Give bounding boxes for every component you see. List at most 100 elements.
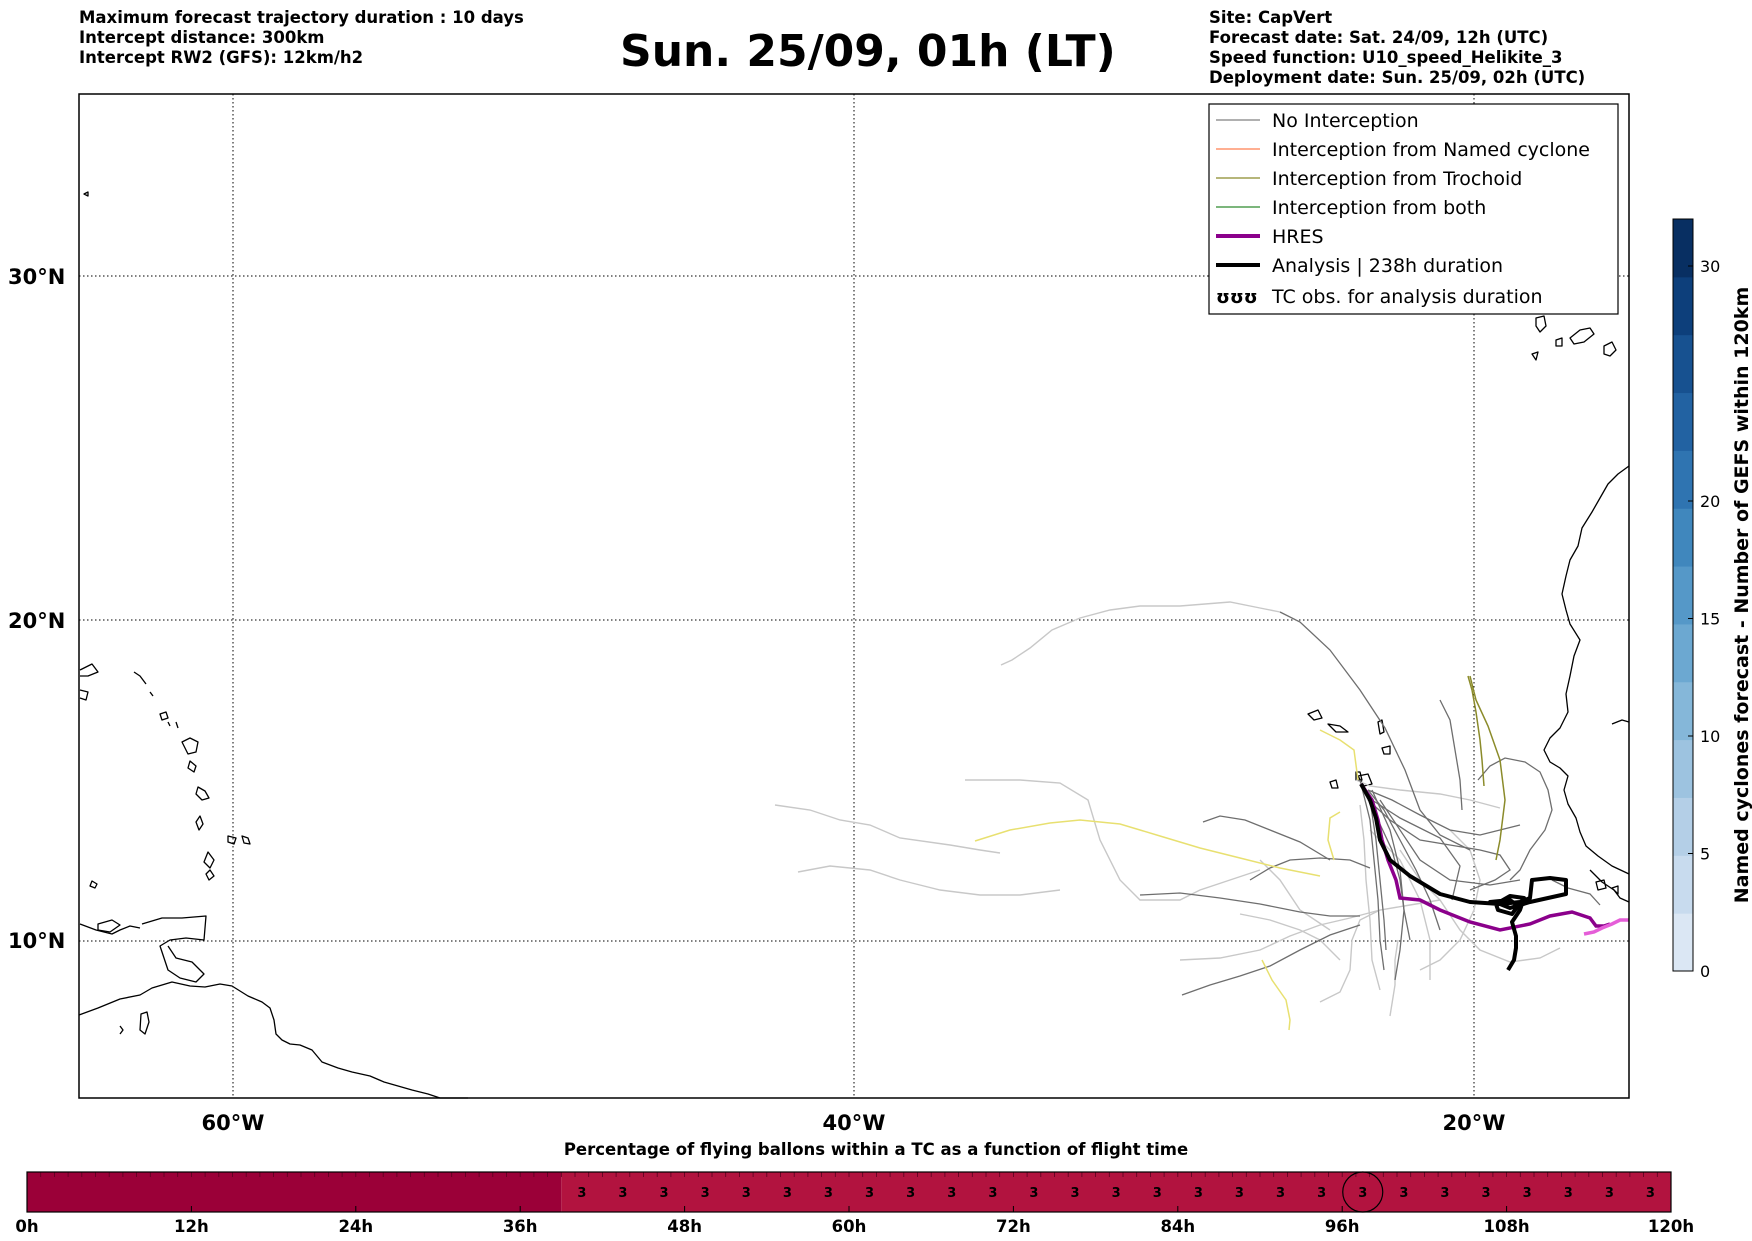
trajectory	[1379, 799, 1521, 886]
legend-label-no-interception: No Interception	[1272, 110, 1419, 132]
speed-function-text: Speed function: U10_speed_Helikite_3	[1209, 48, 1563, 67]
small-island	[175, 721, 179, 729]
canary-island	[1569, 327, 1595, 345]
small-island	[89, 880, 98, 889]
cape-verde-island	[1381, 745, 1391, 755]
timeline-cell-value: 3	[906, 1186, 915, 1201]
legend-label-analysis: Analysis | 238h duration	[1272, 255, 1503, 277]
legend-label-named-cyclone: Interception from Named cyclone	[1272, 139, 1590, 161]
map-panel: 30°N 20°N 10°N 60°W 40°W 20°W No Interce…	[8, 93, 1630, 1135]
lon-label-20w: 20°W	[1443, 1111, 1506, 1135]
colorbar-segment	[1673, 276, 1693, 336]
timeline-cell-value: 3	[1317, 1186, 1326, 1201]
small-island	[79, 689, 89, 701]
trajectory	[1319, 909, 1381, 1003]
tc-percentage-timeline: Percentage of flying ballons within a TC…	[15, 1140, 1694, 1236]
trajectory	[1367, 789, 1521, 836]
legend-box	[1208, 103, 1619, 315]
timeline-tick-label: 12h	[174, 1217, 209, 1236]
trajectory	[1551, 879, 1601, 906]
cape-verde-island	[1327, 723, 1349, 733]
trajectory	[1469, 675, 1506, 861]
hres-trajectory-tail	[1583, 918, 1629, 936]
colorbar-segment	[1673, 450, 1693, 509]
lat-label-10n: 10°N	[8, 929, 65, 953]
site-text: Site: CapVert	[1209, 8, 1333, 27]
lon-label-60w: 60°W	[202, 1111, 265, 1135]
colorbar-tick-label: 15	[1700, 610, 1720, 629]
timeline-cell-value: 3	[1399, 1186, 1408, 1201]
trajectory	[974, 819, 1321, 877]
colorbar-segment	[1673, 797, 1693, 856]
colorbar-segment	[1673, 681, 1693, 741]
colorbar-segment	[1673, 392, 1693, 451]
trochoid-trajectories	[1467, 675, 1506, 861]
trajectory	[1319, 729, 1359, 781]
colorbar-ticks: 0 5 10 15 20 30	[1688, 257, 1720, 981]
timeline-cell-value: 3	[1071, 1186, 1080, 1201]
small-island	[181, 737, 199, 755]
trajectory	[797, 865, 1061, 896]
small-island	[205, 869, 215, 881]
analysis-trajectory	[1359, 783, 1568, 972]
small-island	[195, 786, 210, 801]
deployment-date-text: Deployment date: Sun. 25/09, 02h (UTC)	[1209, 68, 1586, 87]
timeline-tick-label: 84h	[1160, 1217, 1195, 1236]
timeline-cell-value: 3	[1276, 1186, 1285, 1201]
canary-island	[1535, 315, 1547, 333]
timeline-title: Percentage of flying ballons within a TC…	[564, 1140, 1188, 1159]
bissagos-island	[1611, 885, 1619, 895]
timeline-cell-value: 3	[618, 1186, 627, 1201]
trajectory	[1259, 859, 1331, 931]
timeline-cell-value: 3	[1605, 1186, 1614, 1201]
colorbar-frame	[1672, 218, 1694, 972]
small-island	[119, 1025, 124, 1035]
trajectory	[1249, 857, 1371, 881]
timeline-tick-label: 24h	[338, 1217, 373, 1236]
small-island	[203, 851, 215, 869]
colorbar-segment	[1673, 739, 1693, 798]
timeline-cell-value: 3	[1112, 1186, 1121, 1201]
header-left-info: Maximum forecast trajectory duration : 1…	[79, 8, 524, 68]
colorbar-segment	[1673, 334, 1693, 394]
timeline-cell-value: 3	[824, 1186, 833, 1201]
intercept-rw2-text: Intercept RW2 (GFS): 12km/h2	[79, 48, 364, 67]
small-island	[227, 835, 237, 845]
trajectory	[1139, 892, 1360, 917]
trajectory	[1389, 939, 1399, 1017]
trajectory	[774, 804, 1001, 854]
trajectory	[1202, 815, 1331, 861]
timeline-tick-label: 48h	[667, 1217, 702, 1236]
canary-island	[1531, 351, 1539, 361]
timeline-cell-value: 3	[742, 1186, 751, 1201]
colorbar-segment	[1673, 219, 1693, 278]
max-duration-text: Maximum forecast trajectory duration : 1…	[79, 8, 524, 27]
trajectory	[1371, 789, 1405, 981]
trajectory	[1181, 924, 1361, 996]
colorbar-segment	[1673, 566, 1693, 625]
timeline-cell-value: 3	[1564, 1186, 1573, 1201]
yellow-trajectories	[974, 729, 1359, 1031]
coast-segment	[1611, 719, 1630, 725]
timeline-tick-label: 72h	[996, 1217, 1031, 1236]
colorbar: 0 5 10 15 20 30 Named cyclones forecast - Num…	[1672, 218, 1752, 981]
trajectory	[1369, 799, 1387, 951]
timeline-cell-value: 3	[947, 1186, 956, 1201]
timeline-cell-value: 3	[701, 1186, 710, 1201]
small-island	[187, 760, 197, 773]
timeline-zero-segment	[27, 1172, 562, 1212]
timeline-tick-label: 108h	[1483, 1217, 1529, 1236]
header-right-info: Site: CapVert Forecast date: Sat. 24/09,…	[1209, 8, 1585, 88]
cape-verde-island	[1329, 779, 1339, 789]
northern-coast-segment	[79, 923, 141, 935]
map-axis-labels: 30°N 20°N 10°N 60°W 40°W 20°W	[8, 265, 1505, 1135]
timeline-cell-value: 3	[783, 1186, 792, 1201]
timeline-tick-label: 96h	[1325, 1217, 1360, 1236]
trajectory	[1371, 799, 1461, 901]
map-grid	[79, 94, 1629, 1098]
trajectory	[1467, 675, 1485, 787]
trajectory	[1359, 779, 1385, 971]
colorbar-segment	[1673, 508, 1693, 567]
legend-label-both: Interception from both	[1272, 197, 1486, 219]
timeline-cell-value: 3	[1029, 1186, 1038, 1201]
